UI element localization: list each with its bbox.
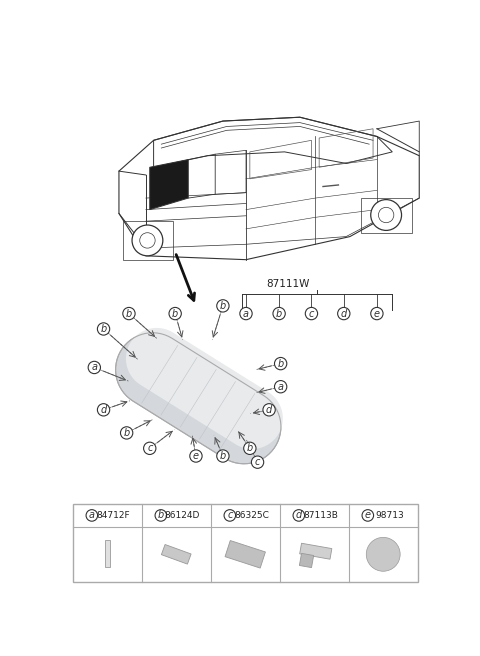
- Circle shape: [190, 450, 202, 462]
- Circle shape: [371, 199, 402, 230]
- Polygon shape: [150, 159, 188, 210]
- Circle shape: [88, 361, 100, 374]
- Text: c: c: [309, 308, 314, 319]
- Polygon shape: [126, 328, 283, 449]
- Polygon shape: [116, 333, 281, 464]
- Text: d: d: [296, 510, 302, 520]
- Text: b: b: [126, 308, 132, 319]
- Text: d: d: [341, 308, 347, 319]
- Text: c: c: [227, 510, 232, 520]
- Circle shape: [366, 537, 400, 571]
- Text: 87113B: 87113B: [303, 511, 338, 520]
- Text: a: a: [243, 308, 249, 319]
- Text: a: a: [89, 510, 95, 520]
- Text: b: b: [172, 308, 178, 319]
- Circle shape: [379, 550, 388, 559]
- Circle shape: [217, 300, 229, 312]
- Circle shape: [86, 510, 97, 522]
- Circle shape: [371, 308, 383, 319]
- Text: d: d: [100, 405, 107, 415]
- Circle shape: [273, 308, 285, 319]
- Text: e: e: [374, 308, 380, 319]
- Circle shape: [123, 308, 135, 319]
- Circle shape: [169, 308, 181, 319]
- Circle shape: [155, 510, 167, 522]
- Text: a: a: [91, 363, 97, 373]
- Text: 98713: 98713: [375, 511, 404, 520]
- Circle shape: [144, 442, 156, 455]
- Polygon shape: [300, 543, 332, 559]
- Polygon shape: [225, 541, 265, 568]
- Circle shape: [337, 308, 350, 319]
- Circle shape: [132, 225, 163, 256]
- Text: d: d: [266, 405, 272, 415]
- Circle shape: [370, 541, 396, 567]
- Polygon shape: [300, 553, 313, 567]
- Text: a: a: [277, 382, 284, 392]
- Circle shape: [97, 323, 110, 335]
- Text: 86124D: 86124D: [165, 511, 200, 520]
- Text: 87111W: 87111W: [267, 279, 310, 289]
- Circle shape: [252, 456, 264, 468]
- Circle shape: [375, 546, 392, 563]
- Circle shape: [263, 403, 275, 416]
- Circle shape: [275, 358, 287, 370]
- Circle shape: [120, 427, 133, 439]
- Circle shape: [244, 442, 256, 455]
- Text: 84712F: 84712F: [96, 511, 130, 520]
- Circle shape: [140, 233, 155, 248]
- Polygon shape: [105, 541, 110, 567]
- Text: b: b: [220, 301, 226, 311]
- Text: c: c: [147, 443, 153, 453]
- Circle shape: [293, 510, 305, 522]
- Circle shape: [378, 207, 394, 222]
- Circle shape: [217, 450, 229, 462]
- Text: e: e: [193, 451, 199, 461]
- Circle shape: [275, 380, 287, 393]
- Text: b: b: [123, 428, 130, 438]
- Text: b: b: [220, 451, 226, 461]
- Circle shape: [382, 553, 385, 556]
- Text: b: b: [247, 443, 253, 453]
- Text: b: b: [276, 308, 282, 319]
- Text: b: b: [277, 359, 284, 369]
- Circle shape: [362, 510, 373, 522]
- Text: e: e: [365, 510, 371, 520]
- Bar: [73, 504, 418, 581]
- Circle shape: [305, 308, 318, 319]
- Circle shape: [224, 510, 236, 522]
- Circle shape: [97, 403, 110, 416]
- Text: c: c: [255, 457, 260, 467]
- Polygon shape: [161, 544, 191, 564]
- Text: b: b: [100, 324, 107, 334]
- Circle shape: [240, 308, 252, 319]
- Text: 86325C: 86325C: [234, 511, 269, 520]
- Text: b: b: [158, 510, 164, 520]
